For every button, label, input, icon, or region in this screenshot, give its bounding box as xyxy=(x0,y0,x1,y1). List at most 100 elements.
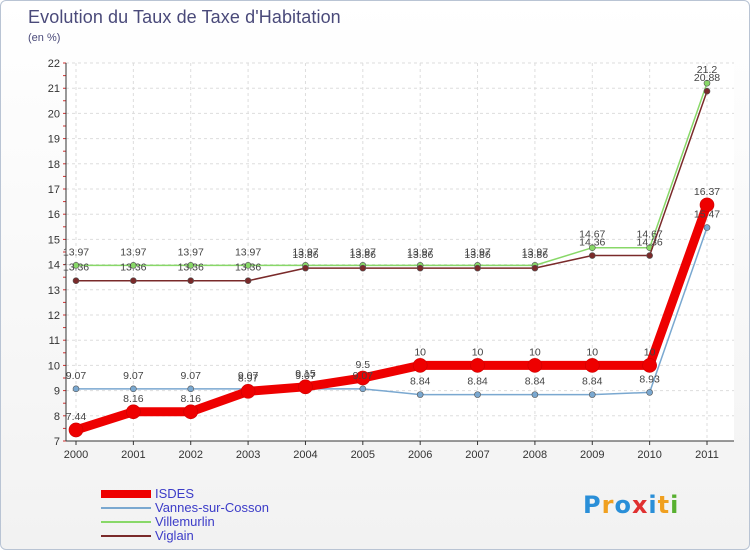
data-label-vannes-sur-cosson: 9.07 xyxy=(295,370,316,382)
data-point-viglain xyxy=(416,264,424,272)
data-point-vannes-sur-cosson xyxy=(187,385,195,393)
data-label-vannes-sur-cosson: 15.47 xyxy=(694,209,720,221)
data-point-villemurlin xyxy=(588,244,596,252)
data-point-villemurlin xyxy=(703,79,711,87)
data-point-isdes xyxy=(527,358,543,373)
data-label-viglain: 13.36 xyxy=(63,262,89,274)
data-label-villemurlin: 13.97 xyxy=(178,246,204,258)
data-label-isdes: 8.16 xyxy=(123,393,144,405)
data-point-isdes xyxy=(68,422,84,438)
data-label-viglain: 13.86 xyxy=(292,249,318,261)
data-label-villemurlin: 14.67 xyxy=(579,229,605,241)
y-tick-label: 9 xyxy=(54,386,60,398)
y-tick-label: 12 xyxy=(48,310,60,322)
y-tick-label: 16 xyxy=(48,209,60,221)
data-label-isdes: 10 xyxy=(414,346,426,358)
data-label-villemurlin: 13.97 xyxy=(464,246,490,258)
data-point-viglain xyxy=(302,264,309,272)
series-line-vannes-sur-cosson xyxy=(76,227,708,396)
data-label-isdes: 9.15 xyxy=(295,368,316,380)
y-tick-label: 14 xyxy=(48,260,60,272)
data-point-vannes-sur-cosson xyxy=(416,391,424,398)
data-point-isdes xyxy=(183,404,199,420)
data-point-viglain xyxy=(531,264,539,272)
x-tick-label: 2000 xyxy=(64,449,88,461)
data-label-vannes-sur-cosson: 9.07 xyxy=(181,370,202,382)
legend-label-villemurlin: Villemurlin xyxy=(155,514,215,529)
data-point-vannes-sur-cosson xyxy=(646,389,653,396)
data-point-isdes xyxy=(412,358,428,373)
data-point-viglain xyxy=(703,87,711,95)
data-label-isdes: 10 xyxy=(644,346,656,358)
data-point-viglain xyxy=(130,277,137,285)
data-label-isdes: 10 xyxy=(472,346,484,358)
data-point-viglain xyxy=(72,277,80,285)
x-tick-label: 2004 xyxy=(293,449,317,461)
legend-label-vannes-sur-cosson: Vannes-sur-Cosson xyxy=(155,500,269,515)
logo-letter: o xyxy=(614,491,632,519)
y-tick-label: 20 xyxy=(48,108,60,120)
data-label-viglain: 14.36 xyxy=(579,237,605,249)
data-point-isdes xyxy=(126,404,141,420)
y-tick-label: 11 xyxy=(49,335,60,347)
data-label-viglain: 13.86 xyxy=(350,249,376,261)
data-label-vannes-sur-cosson: 9.07 xyxy=(353,370,374,382)
y-tick-label: 22 xyxy=(48,58,60,70)
data-point-isdes xyxy=(355,370,371,386)
data-point-isdes xyxy=(240,384,256,399)
data-point-vannes-sur-cosson xyxy=(474,391,481,398)
data-label-vannes-sur-cosson: 9.07 xyxy=(238,370,259,382)
data-label-villemurlin: 13.97 xyxy=(292,246,318,258)
data-label-isdes: 16.37 xyxy=(694,186,720,198)
x-tick-label: 2005 xyxy=(351,449,375,461)
data-label-viglain: 13.36 xyxy=(235,262,261,274)
data-point-villemurlin xyxy=(244,262,252,269)
y-tick-label: 13 xyxy=(48,285,60,297)
y-tick-label: 21 xyxy=(48,83,60,95)
data-point-villemurlin xyxy=(130,262,137,269)
x-tick-label: 2011 xyxy=(695,449,719,461)
data-point-vannes-sur-cosson xyxy=(531,391,539,398)
data-point-vannes-sur-cosson xyxy=(130,385,137,393)
chart-subtitle: (en %) xyxy=(28,32,61,44)
plot-area xyxy=(66,63,734,441)
data-label-viglain: 20.88 xyxy=(694,72,720,84)
data-label-vannes-sur-cosson: 9.07 xyxy=(123,370,144,382)
data-label-vannes-sur-cosson: 8.84 xyxy=(582,376,603,388)
data-point-villemurlin xyxy=(72,262,80,269)
data-label-viglain: 13.36 xyxy=(178,262,204,274)
x-tick-label: 2003 xyxy=(236,449,260,461)
data-label-viglain: 13.86 xyxy=(522,249,548,261)
data-point-villemurlin xyxy=(187,262,195,269)
data-point-isdes xyxy=(642,358,657,373)
x-tick-label: 2009 xyxy=(580,449,604,461)
proxiti-logo: Proxiti xyxy=(583,491,679,519)
data-label-isdes: 7.44 xyxy=(66,411,87,423)
x-tick-label: 2006 xyxy=(408,449,432,461)
data-label-viglain: 14.36 xyxy=(636,237,662,249)
data-label-villemurlin: 13.97 xyxy=(63,246,89,258)
data-point-vannes-sur-cosson xyxy=(588,391,596,398)
data-label-isdes: 10 xyxy=(529,346,541,358)
x-tick-label: 2008 xyxy=(523,449,547,461)
x-tick-label: 2010 xyxy=(637,449,661,461)
data-label-viglain: 13.86 xyxy=(407,249,433,261)
data-label-villemurlin: 13.97 xyxy=(407,246,433,258)
series-line-viglain xyxy=(76,90,708,282)
y-tick-label: 19 xyxy=(48,134,60,146)
x-tick-label: 2007 xyxy=(465,449,489,461)
legend-swatch-viglain xyxy=(101,535,151,537)
logo-letter: i xyxy=(648,491,658,519)
data-point-isdes xyxy=(470,358,485,373)
data-point-isdes xyxy=(298,379,313,395)
data-label-viglain: 13.86 xyxy=(464,249,490,261)
data-label-villemurlin: 14.67 xyxy=(636,229,662,241)
data-point-viglain xyxy=(359,264,367,272)
y-tick-label: 18 xyxy=(48,159,60,171)
series-line-isdes xyxy=(74,203,712,435)
y-tick-label: 10 xyxy=(48,360,60,372)
data-label-viglain: 13.36 xyxy=(120,262,146,274)
data-point-vannes-sur-cosson xyxy=(703,224,711,231)
legend-swatch-villemurlin xyxy=(101,521,151,523)
